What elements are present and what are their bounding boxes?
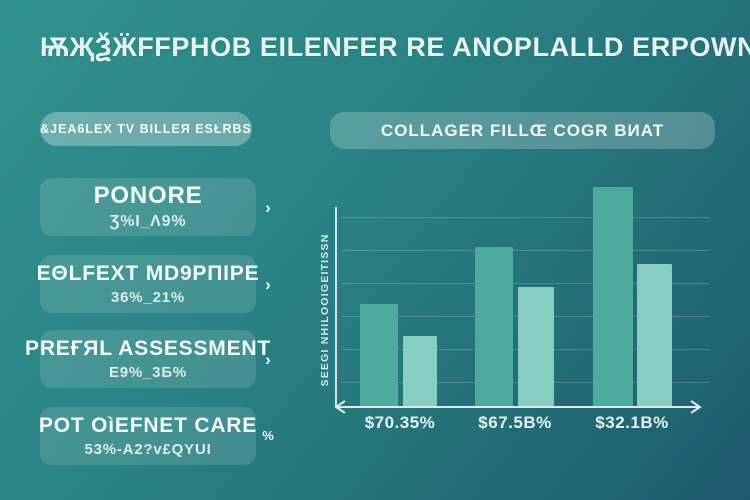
chevron-right-icon[interactable]: ›	[265, 275, 271, 294]
sidebar-top-button[interactable]: &JEA6LEX TV BILLEЯ ESŁRBS	[40, 112, 252, 146]
sidebar-item-subtitle: E9%_3Б%	[108, 363, 188, 381]
y-axis-line	[335, 207, 337, 407]
sidebar-item-subtitle: 53%-A2?v£QYUI	[84, 440, 212, 458]
sidebar-item-subtitle: 36%_21%	[111, 288, 185, 306]
gridline	[341, 217, 709, 218]
bar-chart: SEEGI NHILOOIGEITISSN $70.35% $67.5B% $32.…	[310, 170, 722, 460]
bar-secondary-1	[403, 336, 437, 407]
sidebar-item-subtitle: Ʒ%I_Ʌ9%	[109, 212, 187, 230]
chevron-right-icon[interactable]: ›	[265, 198, 271, 217]
chevron-right-icon[interactable]: ›	[265, 350, 271, 369]
gridline	[341, 283, 709, 284]
sidebar-item-ponore[interactable]: PONORE Ʒ%I_Ʌ9%	[40, 178, 256, 236]
bar-secondary-2	[518, 287, 554, 407]
bar-primary-1	[360, 304, 398, 407]
sidebar-item-title: PREҒЯL ASSESSMENT	[25, 337, 271, 361]
gridline	[341, 250, 709, 251]
sidebar-item-assessment[interactable]: PREҒЯL ASSESSMENT E9%_3Б%	[25, 330, 270, 388]
page-title: ѬҖѮӜFFPHOB EILENFER RE ANOPLALLD ERPOWN!	[40, 32, 750, 62]
sidebar-item-eolfext[interactable]: EΘLFEXT MD9PПIPE 36%_21%	[37, 255, 259, 313]
sidebar-top-button-label: &JEA6LEX TV BILLEЯ ESŁRBS	[40, 122, 252, 136]
bar-primary-2	[475, 247, 513, 407]
sidebar-item-title: PONORE	[93, 182, 203, 210]
x-axis-label: $70.35%	[364, 413, 436, 432]
sidebar-item-care[interactable]: POT OìEFNET CARE 53%-A2?v£QYUI	[38, 407, 258, 465]
percent-icon[interactable]: %	[262, 427, 274, 443]
sidebar-item-title: EΘLFEXT MD9PПIPE	[36, 262, 260, 286]
bar-secondary-3	[637, 264, 672, 407]
x-axis-label: $32.1B%	[595, 413, 669, 432]
x-axis-label: $67.5B%	[478, 413, 552, 432]
chart-header-label: COLLAGER FILLŒ COGR BИAT	[380, 120, 665, 140]
sidebar-item-title: POT OìEFNET CARE	[38, 414, 258, 438]
chart-header-button[interactable]: COLLAGER FILLŒ COGR BИAT	[330, 112, 715, 149]
x-axis-arrow	[334, 400, 702, 414]
bar-primary-3	[593, 187, 633, 407]
y-axis-label: SEEGI NHILOOIGEITISSN	[319, 233, 331, 387]
